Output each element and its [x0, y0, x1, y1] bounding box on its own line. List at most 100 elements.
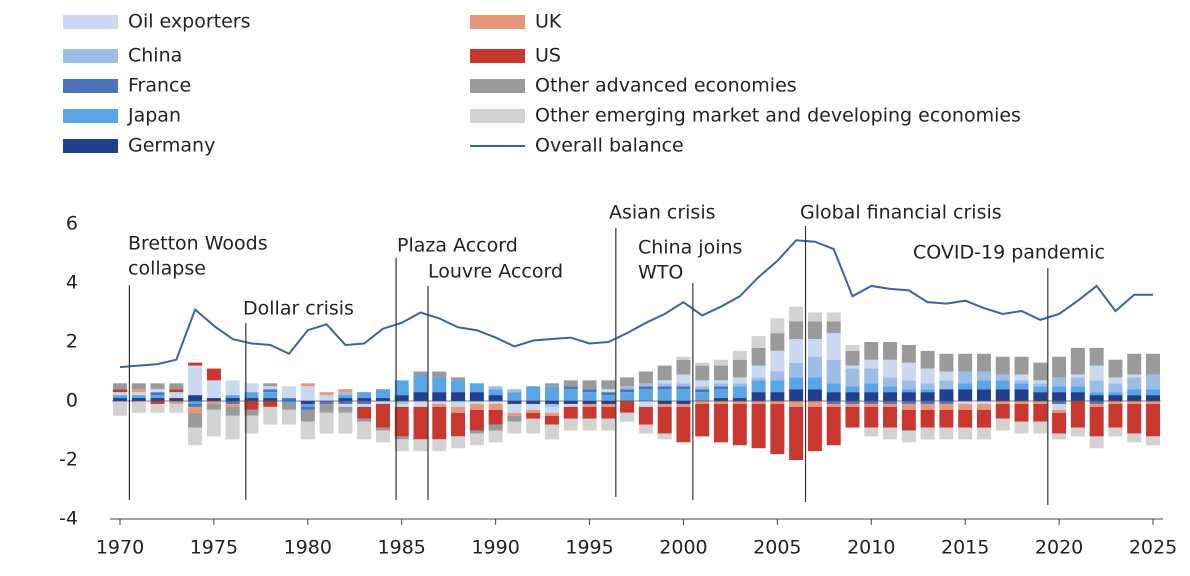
bar-segment — [770, 392, 785, 401]
bar-segment — [188, 406, 203, 413]
bar-segment — [526, 386, 541, 401]
bar-segment — [807, 401, 822, 407]
bar-segment — [113, 395, 127, 399]
bar-segment — [638, 371, 653, 384]
bar-segment — [113, 401, 127, 416]
bar-segment — [1146, 401, 1160, 404]
bar-segment — [1052, 403, 1067, 410]
bar-segment — [300, 401, 315, 404]
bar-segment — [1146, 374, 1160, 390]
bar-segment — [620, 392, 635, 401]
bar-segment — [714, 383, 729, 387]
bar-segment — [751, 403, 766, 449]
bar-segment — [901, 362, 916, 381]
bar-segment — [206, 380, 221, 399]
bar-segment — [920, 392, 935, 401]
legend-label: Oil exporters — [128, 11, 251, 33]
bar-segment — [883, 392, 898, 401]
bar-segment — [638, 406, 653, 425]
bar-segment — [807, 339, 822, 357]
bar-segment — [319, 401, 334, 404]
bar-segment — [789, 377, 804, 390]
legend-label: Other emerging market and developing eco… — [535, 105, 1021, 127]
bar-segment — [150, 401, 165, 404]
bar-segment — [676, 359, 691, 375]
bar-segment — [807, 356, 822, 378]
bar-segment — [883, 401, 898, 404]
bar-segment — [732, 401, 747, 404]
bar-segment — [657, 383, 672, 387]
bar-segment — [582, 392, 597, 401]
bar-segment — [225, 415, 240, 440]
bar-segment — [582, 418, 597, 431]
bar-segment — [826, 401, 841, 404]
bar-segment — [263, 386, 278, 390]
bar-segment — [939, 371, 954, 381]
bar-segment — [995, 389, 1010, 401]
bar-segment — [751, 377, 766, 381]
bar-segment — [751, 392, 766, 401]
bar-segment — [920, 350, 935, 369]
bar-segment — [958, 401, 973, 404]
bar-segment — [826, 333, 841, 360]
bar-segment — [394, 395, 409, 401]
bar-segment — [826, 392, 841, 401]
bar-segment — [338, 398, 353, 401]
bar-segment — [394, 403, 409, 407]
bar-segment — [939, 427, 954, 440]
bar-segment — [1070, 386, 1085, 393]
bar-segment — [563, 389, 578, 401]
bar-segment — [507, 421, 522, 434]
bar-segment — [582, 401, 597, 404]
bar-segment — [544, 401, 559, 404]
bar-segment — [188, 401, 203, 404]
bar-segment — [732, 398, 747, 401]
bar-segment — [544, 412, 559, 416]
bar-segment — [864, 383, 879, 393]
bar-segment — [695, 362, 710, 366]
bar-segment — [1089, 436, 1104, 449]
bar-segment — [282, 398, 297, 401]
bar-segment — [563, 380, 578, 387]
bar-segment — [807, 377, 822, 390]
bar-segment — [620, 412, 635, 422]
legend-swatch — [63, 49, 118, 63]
bar-segment — [751, 347, 766, 366]
bar-segment — [526, 401, 541, 404]
bar-segment — [507, 415, 522, 422]
bar-segment — [883, 427, 898, 440]
bar-segment — [976, 371, 991, 381]
bar-segment — [338, 389, 353, 393]
bar-segment — [1108, 427, 1123, 437]
legend-swatch — [63, 109, 118, 123]
legend-label: UK — [535, 11, 562, 33]
bar-segment — [263, 392, 278, 399]
bar-segment — [169, 398, 184, 401]
bar-segment — [920, 403, 935, 410]
bar-segment — [901, 389, 916, 393]
bar-segment — [413, 439, 428, 452]
bar-segment — [338, 412, 353, 434]
bar-segment — [375, 389, 390, 399]
bar-segment — [300, 386, 315, 401]
bar-segment — [601, 401, 616, 404]
bar-segment — [469, 433, 484, 446]
bar-segment — [620, 401, 635, 413]
legend-label: Overall balance — [535, 135, 684, 157]
bar-segment — [770, 350, 785, 372]
bar-segment — [883, 342, 898, 360]
legend-label: Other advanced economies — [535, 75, 797, 97]
bar-segment — [1033, 401, 1048, 404]
bar-segment — [1033, 386, 1048, 393]
bar-segment — [676, 383, 691, 387]
bar-segment — [976, 353, 991, 372]
bar-segment — [695, 392, 710, 401]
bar-segment — [732, 383, 747, 387]
bar-segment — [394, 401, 409, 404]
bar-segment — [282, 403, 297, 410]
x-tick-label: 1970 — [96, 537, 144, 559]
bar-segment — [282, 401, 297, 404]
bar-segment — [751, 380, 766, 393]
bar-segment — [1127, 401, 1142, 404]
bar-segment — [413, 371, 428, 375]
